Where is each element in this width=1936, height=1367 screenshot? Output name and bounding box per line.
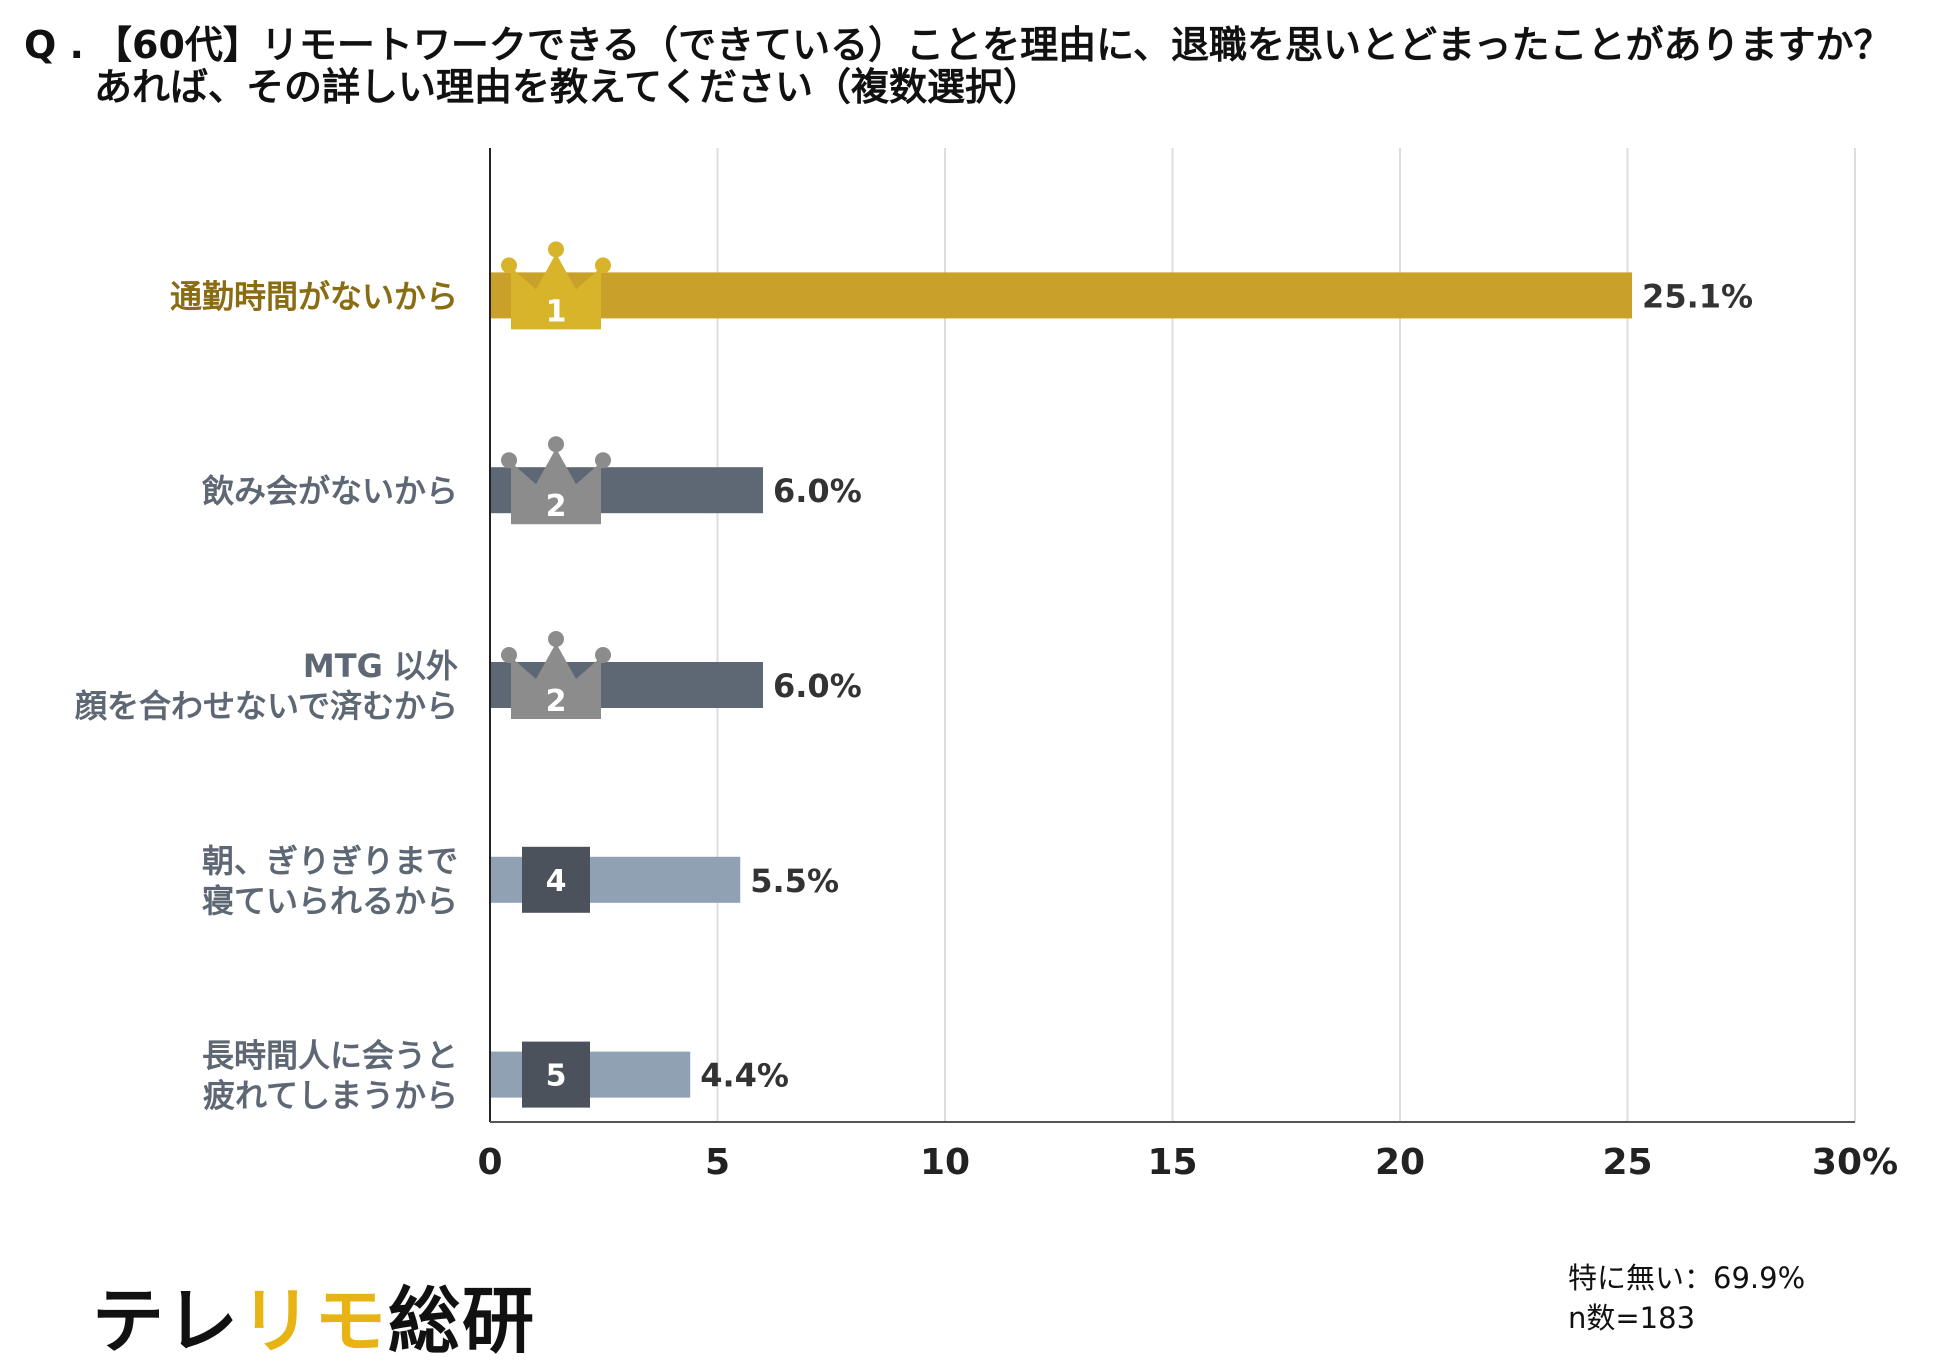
category-label: MTG 以外 [303, 647, 458, 685]
question-line-2: あれば、その詳しい理由を教えてください（複数選択） [94, 65, 1041, 109]
crown-jewel [595, 257, 611, 274]
value-label: 25.1% [1642, 277, 1753, 315]
category-label: 通勤時間がないから [170, 277, 458, 315]
rank-number: 2 [546, 684, 567, 719]
value-label: 4.4% [700, 1057, 789, 1095]
logo-part-3: 総研 [388, 1279, 537, 1363]
crown-jewel [501, 647, 517, 663]
rank-number: 4 [546, 864, 567, 899]
category-label: 疲れてしまうから [203, 1077, 458, 1115]
x-tick-label: 20 [1375, 1142, 1425, 1183]
value-label: 6.0% [773, 472, 862, 510]
x-tick-label: 30% [1812, 1142, 1898, 1183]
x-tick-label: 10 [920, 1142, 970, 1183]
bar [491, 1051, 691, 1098]
chart-notes: 特に無い：69.9% n数=183 [1568, 1258, 1805, 1338]
crown-jewel [595, 647, 611, 663]
crown-icon [511, 448, 601, 525]
crown-jewel [501, 452, 517, 469]
rank-number: 2 [546, 489, 567, 524]
question-title: Q . 【60代】リモートワークできる（できている）ことを理由に、退職を思いとどま… [24, 24, 1914, 108]
bar [491, 272, 1633, 319]
brand-logo: テレリモ総研 [92, 1262, 536, 1367]
category-label: 長時間人に会うと [202, 1037, 458, 1075]
category-label: 飲み会がないから [202, 472, 458, 510]
x-tick-label: 15 [1147, 1142, 1197, 1183]
x-tick-label: 0 [477, 1142, 502, 1183]
rank-number: 5 [546, 1059, 567, 1094]
value-label: 6.0% [773, 667, 862, 705]
rank-number: 1 [546, 294, 567, 329]
rank-badge [522, 846, 590, 913]
x-tick-label: 25 [1602, 1142, 1652, 1183]
crown-icon [511, 643, 601, 719]
logo-part-2: リモ [240, 1279, 389, 1363]
category-label: 寝ていられるから [202, 882, 458, 920]
question-prefix: Q . [24, 23, 84, 67]
crown-jewel [501, 257, 517, 274]
none-note: 特に無い：69.9% [1568, 1261, 1806, 1295]
category-label: 顔を合わせないで済むから [75, 687, 458, 725]
value-label: 5.5% [750, 862, 839, 900]
bar-chart: 0 5 10 15 20 25 30%25.1%通勤時間がないから 16.0%飲み会がないから… [75, 148, 1898, 1183]
category-label: 朝、ぎりぎりまで [202, 842, 458, 880]
rank-badge [522, 1041, 590, 1108]
crown-icon [511, 253, 601, 330]
question-line-1: 【60代】リモートワークできる（できている）ことを理由に、退職を思いとどまったこ… [94, 23, 1892, 67]
crown-jewel [595, 452, 611, 469]
x-tick-label: 5 [705, 1142, 730, 1183]
sample-size: n数=183 [1568, 1301, 1696, 1335]
crown-jewel [548, 436, 564, 453]
crown-jewel [548, 631, 564, 647]
logo-part-1: テレ [92, 1279, 241, 1363]
crown-jewel [548, 241, 564, 258]
